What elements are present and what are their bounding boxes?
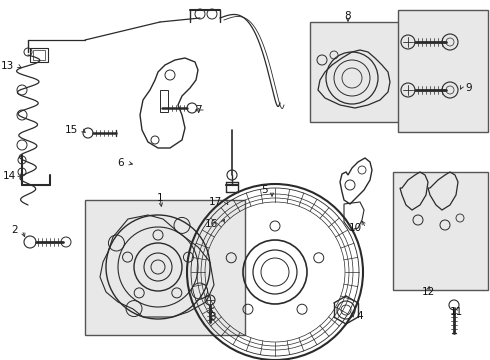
Text: 15: 15 xyxy=(65,125,78,135)
Text: 7: 7 xyxy=(196,105,202,115)
Bar xyxy=(398,10,488,132)
Text: 12: 12 xyxy=(421,287,435,297)
Text: 3: 3 xyxy=(209,312,215,322)
Text: 6: 6 xyxy=(118,158,124,168)
Text: 1: 1 xyxy=(157,193,163,203)
Text: 13: 13 xyxy=(1,61,14,71)
Text: 9: 9 xyxy=(465,83,472,93)
Text: 16: 16 xyxy=(205,219,218,229)
Text: 5: 5 xyxy=(261,185,268,195)
Bar xyxy=(85,200,245,335)
Text: 11: 11 xyxy=(449,307,463,317)
Text: 4: 4 xyxy=(356,311,363,321)
Text: 14: 14 xyxy=(3,171,16,181)
Text: 8: 8 xyxy=(344,11,351,21)
Text: 2: 2 xyxy=(11,225,18,235)
Bar xyxy=(310,22,400,122)
Bar xyxy=(160,90,168,112)
Text: 10: 10 xyxy=(349,223,362,233)
Bar xyxy=(393,172,488,290)
Text: 17: 17 xyxy=(209,197,222,207)
